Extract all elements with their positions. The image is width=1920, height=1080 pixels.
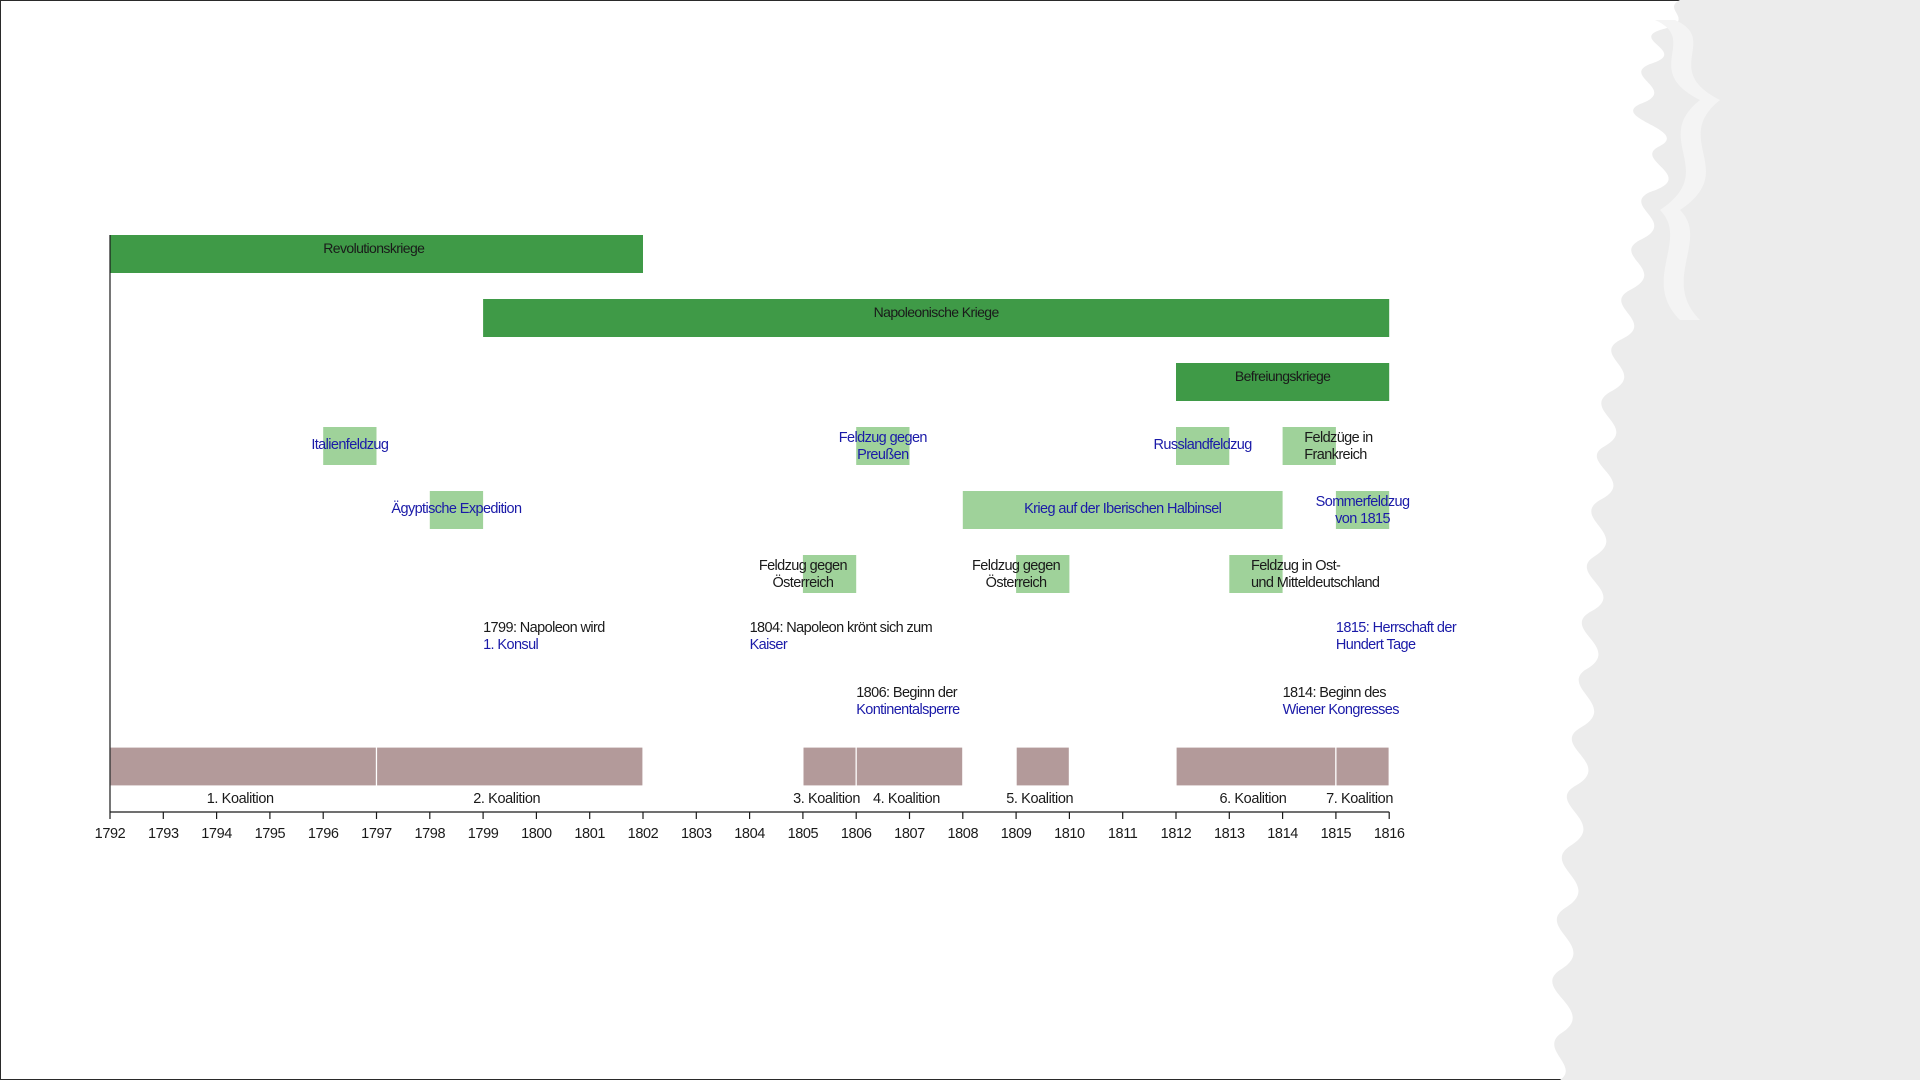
coalition-label: 6. Koalition xyxy=(1219,791,1286,807)
axis-tick-label: 1813 xyxy=(1214,826,1245,842)
campaign-label: Sommerfeldzug xyxy=(1316,494,1410,510)
campaign-label: Italienfeldzug xyxy=(311,437,389,453)
axis-tick-label: 1810 xyxy=(1054,826,1085,842)
campaign-bar xyxy=(1016,555,1070,593)
campaign-bar xyxy=(429,491,484,529)
axis-tick-label: 1815 xyxy=(1321,826,1352,842)
event-label: 1814: Beginn des xyxy=(1283,685,1387,701)
campaign-bar xyxy=(856,427,910,465)
campaign-bar xyxy=(1282,427,1336,465)
axis-tick-label: 1805 xyxy=(788,826,819,842)
axis-tick-label: 1806 xyxy=(841,826,872,842)
axis-tick-label: 1802 xyxy=(628,826,659,842)
campaign-label: und Mitteldeutschland xyxy=(1251,575,1380,591)
campaign-bar xyxy=(323,427,377,465)
campaign-label: von 1815 xyxy=(1335,511,1390,527)
campaign-bar xyxy=(1176,427,1230,465)
war-label: Befreiungskriege xyxy=(1235,368,1331,384)
event-label: 1815: Herrschaft der xyxy=(1336,620,1457,636)
coalition-bar xyxy=(802,746,857,787)
war-bar xyxy=(110,235,643,273)
axis-tick-label: 1794 xyxy=(201,826,232,842)
campaign-bar xyxy=(1335,491,1390,529)
coalition-bar xyxy=(375,746,644,787)
axis-tick-label: 1809 xyxy=(1001,826,1032,842)
axis-tick-label: 1812 xyxy=(1161,826,1192,842)
coalition-bar xyxy=(109,746,378,787)
coalition-label: 4. Koalition xyxy=(873,791,940,807)
axis-tick-label: 1798 xyxy=(414,826,445,842)
campaign-label: Österreich xyxy=(772,573,833,591)
coalitions-layer: 1. Koalition 2. Koalition 3. Koalition 4. K… xyxy=(109,746,1394,807)
campaign-label: Österreich xyxy=(986,573,1047,591)
coalition-label: 1. Koalition xyxy=(207,791,274,807)
event-link-label: Kaiser xyxy=(750,637,788,653)
wars-layer: Revolutionskriege Napoleonische Kriege Bef… xyxy=(110,235,1390,401)
campaign-bar xyxy=(962,491,1283,529)
campaign-label: Krieg auf der Iberischen Halbinsel xyxy=(1024,501,1222,517)
campaigns-layer: Italienfeldzug Feldzug gegenPreußenRussla… xyxy=(311,427,1411,593)
campaign-bar xyxy=(802,555,857,593)
event-link-label: 1. Konsul xyxy=(483,637,538,653)
war-label: Napoleonische Kriege xyxy=(874,304,1000,320)
campaign-label: Feldzug in Ost- xyxy=(1251,558,1341,574)
axis-tick-label: 1801 xyxy=(574,826,605,842)
coalition-label: 5. Koalition xyxy=(1006,791,1073,807)
coalition-bar xyxy=(855,746,964,787)
event-link-label: Hundert Tage xyxy=(1336,637,1416,653)
campaign-label: Russlandfeldzug xyxy=(1154,437,1253,453)
event-label: 1806: Beginn der xyxy=(856,685,958,701)
campaign-label: Feldzug gegen xyxy=(972,558,1061,574)
coalition-bar xyxy=(1335,746,1390,787)
axis-tick-label: 1796 xyxy=(308,826,339,842)
axis-tick-label: 1803 xyxy=(681,826,712,842)
coalition-label: 3. Koalition xyxy=(793,791,860,807)
war-bar xyxy=(1176,363,1390,401)
campaign-label: Feldzug gegen xyxy=(759,558,848,574)
coalition-bar xyxy=(1175,746,1337,787)
coalition-label: 7. Koalition xyxy=(1326,791,1393,807)
war-label: Revolutionskriege xyxy=(323,240,425,256)
axis-tick-label: 1811 xyxy=(1108,826,1138,842)
axis-tick-label: 1807 xyxy=(894,826,925,842)
axis-tick-label: 1814 xyxy=(1267,826,1298,842)
axis-tick-label: 1797 xyxy=(361,826,392,842)
axis-tick-label: 1816 xyxy=(1374,826,1405,842)
event-link-label: Kontinentalsperre xyxy=(856,702,960,718)
year-axis: 1792 1793 1794 1795 1796 1797 1798 1799 1800 1801… xyxy=(95,235,1405,842)
axis-tick-label: 1793 xyxy=(148,826,179,842)
axis-tick-label: 1792 xyxy=(95,826,126,842)
campaign-label: Preußen xyxy=(857,447,909,463)
axis-tick-label: 1800 xyxy=(521,826,552,842)
campaign-label: Frankreich xyxy=(1304,447,1367,463)
event-link-label: Wiener Kongresses xyxy=(1283,702,1400,718)
coalition-label: 2. Koalition xyxy=(473,791,540,807)
campaign-label: Feldzüge in xyxy=(1304,430,1373,446)
campaign-label: Feldzug gegen xyxy=(839,430,928,446)
war-bar xyxy=(483,299,1390,337)
event-label: 1804: Napoleon krönt sich zum xyxy=(750,620,933,636)
axis-tick-label: 1795 xyxy=(255,826,286,842)
axis-tick-label: 1799 xyxy=(468,826,499,842)
campaign-bar xyxy=(1229,555,1283,593)
axis-tick-label: 1804 xyxy=(734,826,765,842)
brush-streak-shape xyxy=(1655,20,1720,320)
campaign-label: Ägyptische Expedition xyxy=(391,500,522,517)
axis-tick-label: 1808 xyxy=(947,826,978,842)
coalition-bar xyxy=(1015,746,1070,787)
brush-stroke-shape xyxy=(1552,0,1920,1080)
event-label: 1799: Napoleon wird xyxy=(483,620,605,636)
